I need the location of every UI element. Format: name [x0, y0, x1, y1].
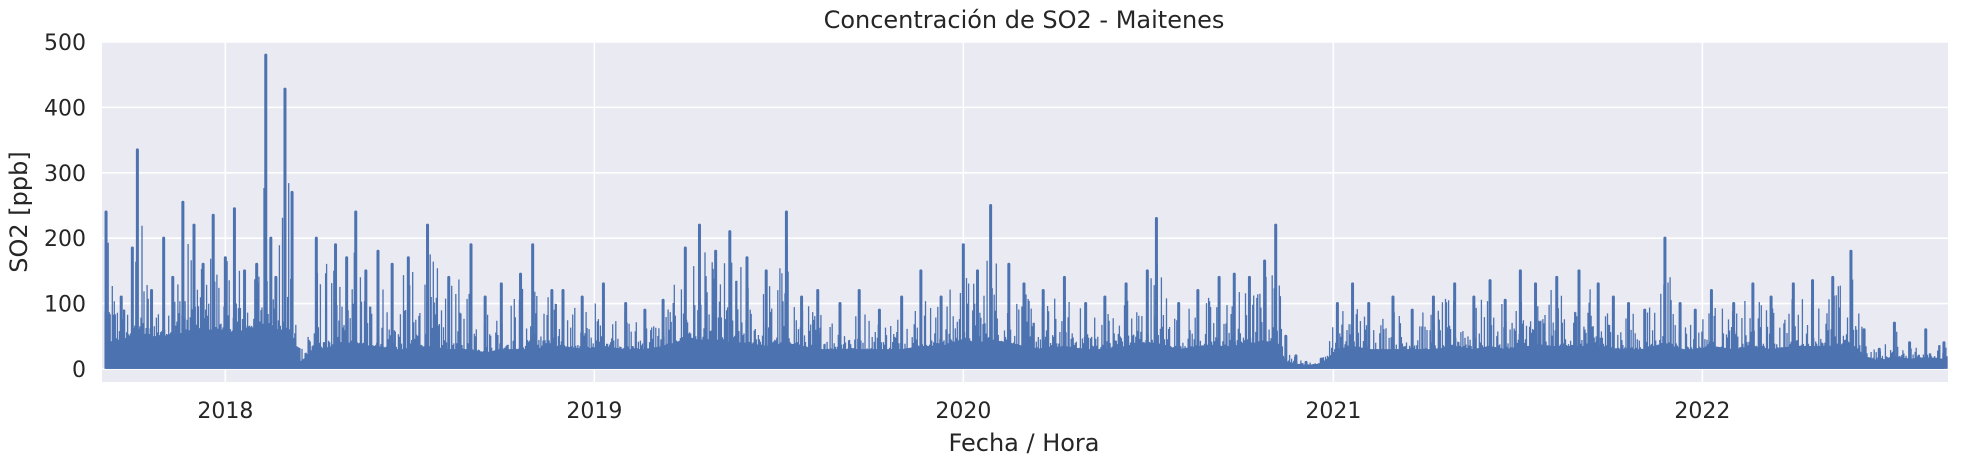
- x-tick-label: 2020: [935, 399, 991, 424]
- y-tick-label: 200: [44, 227, 86, 252]
- y-tick-label: 100: [44, 293, 86, 318]
- series-group: [104, 53, 1948, 369]
- chart-title: Concentración de SO2 - Maitenes: [824, 6, 1225, 34]
- x-tick-label: 2021: [1305, 399, 1361, 424]
- x-tick-label: 2018: [197, 399, 253, 424]
- y-tick-label: 400: [44, 96, 86, 121]
- x-tick-label: 2019: [566, 399, 622, 424]
- y-axis-label: SO2 [ppb]: [5, 151, 33, 272]
- y-tick-label: 500: [44, 31, 86, 56]
- y-tick-label: 300: [44, 162, 86, 187]
- x-axis-label: Fecha / Hora: [948, 429, 1099, 457]
- y-tick-label: 0: [72, 358, 86, 383]
- y-axis-ticks: 0 100 200 300 400 500: [44, 31, 86, 383]
- x-tick-label: 2022: [1674, 399, 1730, 424]
- x-axis-ticks: 2018 2019 2020 2021 2022: [197, 399, 1730, 424]
